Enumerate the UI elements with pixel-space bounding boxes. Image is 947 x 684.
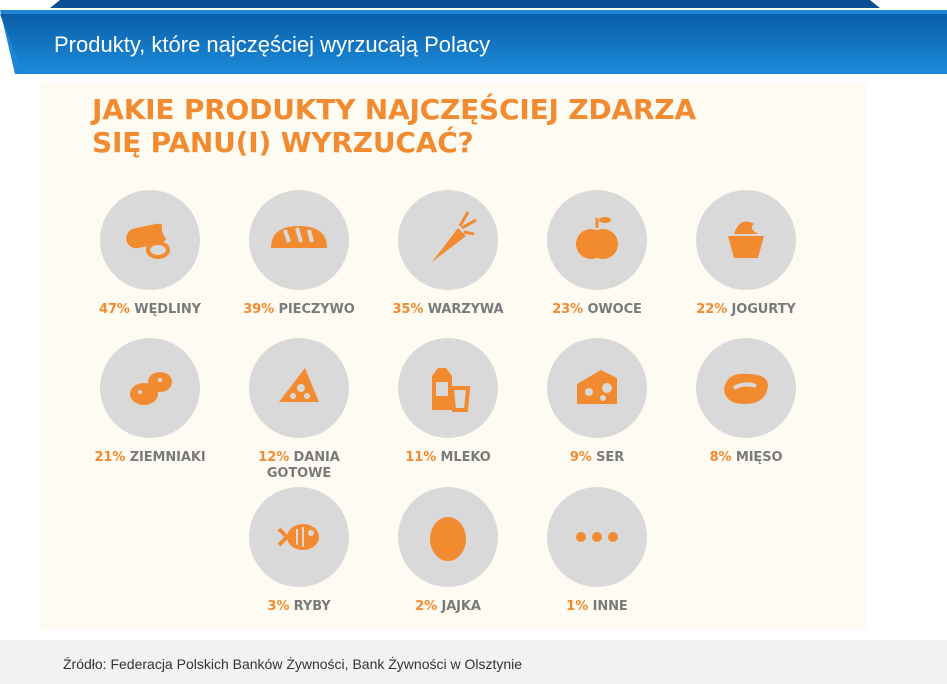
chart-title-line-1: JAKIE PRODUKTY NAJCZĘŚCIEJ ZDARZA [92, 93, 696, 126]
bread-icon [249, 190, 349, 290]
item-percent: 39% [243, 302, 275, 317]
item-percent: 21% [94, 450, 126, 465]
title-banner [0, 0, 947, 74]
item-label: 12% DANIA GOTOWE [244, 450, 354, 482]
item-name: SER [591, 450, 625, 465]
item-percent: 23% [552, 302, 584, 317]
item-name: JAJKA [437, 599, 481, 614]
egg-icon [398, 487, 498, 587]
item-label: 3% RYBY [224, 599, 374, 615]
item-label: 39% PIECZYWO [224, 302, 374, 318]
item-label: 9% SER [522, 450, 672, 466]
pizza-icon [249, 338, 349, 438]
item-label: 11% MLEKO [373, 450, 523, 466]
item-label: 21% ZIEMNIAKI [75, 450, 225, 466]
chart-title: JAKIE PRODUKTY NAJCZĘŚCIEJ ZDARZA SIĘ PA… [92, 93, 696, 159]
item-name: WĘDLINY [129, 302, 201, 317]
item-percent: 22% [696, 302, 728, 317]
apple-icon [547, 190, 647, 290]
item-percent: 3% [267, 599, 290, 614]
item-label: 22% JOGURTY [671, 302, 821, 318]
item-percent: 8% [709, 450, 732, 465]
fish-icon [249, 487, 349, 587]
item-percent: 35% [392, 302, 424, 317]
item-label: 8% MIĘSO [671, 450, 821, 466]
item-percent: 47% [99, 302, 130, 317]
item-name: MIĘSO [731, 450, 783, 465]
item-percent: 9% [569, 450, 592, 465]
item-label: 23% OWOCE [522, 302, 672, 318]
cheese-icon [547, 338, 647, 438]
potato-icon [100, 338, 200, 438]
item-name: RYBY [289, 599, 331, 614]
item-name: WARZYWA [423, 302, 504, 317]
steak-icon [696, 338, 796, 438]
item-name: ZIEMNIAKI [125, 450, 206, 465]
sausage-icon [100, 190, 200, 290]
footer-bar [0, 640, 947, 684]
source-note: Źródło: Federacja Polskich Banków Żywnoś… [63, 656, 523, 672]
yogurt-icon [696, 190, 796, 290]
item-label: 47% WĘDLINY [75, 302, 225, 318]
item-name: JOGURTY [727, 302, 796, 317]
item-name: DANIA GOTOWE [266, 450, 340, 481]
item-name: PIECZYWO [274, 302, 355, 317]
milk-icon [398, 338, 498, 438]
item-label: 1% INNE [522, 599, 672, 615]
item-percent: 12% [258, 450, 290, 465]
banner-title: Produkty, które najczęściej wyrzucają Po… [54, 32, 491, 57]
item-percent: 11% [405, 450, 437, 465]
item-name: MLEKO [436, 450, 491, 465]
item-label: 2% JAJKA [373, 599, 523, 615]
item-percent: 2% [415, 599, 438, 614]
item-percent: 1% [566, 599, 589, 614]
item-label: 35% WARZYWA [373, 302, 523, 318]
dots-icon [547, 487, 647, 587]
chart-title-line-2: SIĘ PANU(I) WYRZUCAĆ? [92, 126, 474, 159]
item-name: INNE [588, 599, 628, 614]
item-name: OWOCE [583, 302, 642, 317]
carrot-icon [398, 190, 498, 290]
